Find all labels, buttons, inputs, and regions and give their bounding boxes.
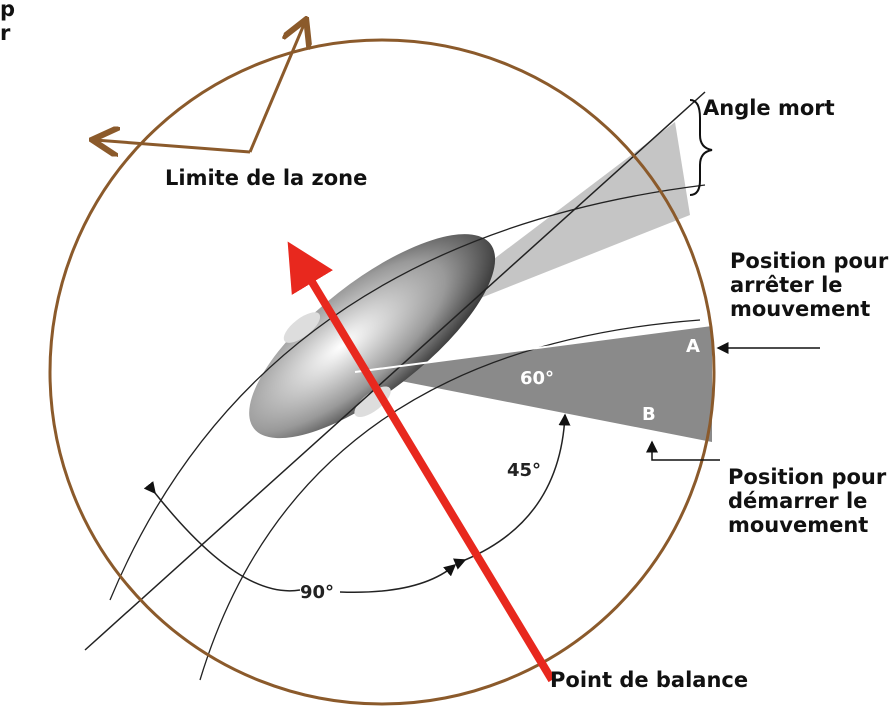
balance-arrow [287,241,556,683]
label: Position pour arrêter le mouvement [730,249,891,321]
angle-label: 60° [520,368,554,389]
label: Point de balance [550,668,748,692]
angle-label: 90° [300,582,334,603]
corner-text: p [0,0,15,21]
zone-arrow [248,22,305,153]
line: Position pour [730,249,889,273]
zone-circle [48,38,716,706]
line: Position pour [728,465,887,489]
line: mouvement [728,513,868,537]
angle-arc [452,413,571,570]
label: Angle mort [703,96,835,120]
angle-arc [339,564,457,594]
pointer [646,440,720,461]
mark-label: A [686,336,700,357]
mark-label: B [642,404,656,425]
swing-wedge [355,325,712,442]
angle-label: 45° [507,460,541,481]
zone-arrow [95,140,251,152]
arc [199,319,701,681]
label: Limite de la zone [165,166,367,190]
edge [354,324,713,373]
angle-arc [143,481,301,592]
axis-line [84,91,706,651]
line: démarrer le [728,489,867,513]
label: Position pour démarrer le mouvement [728,465,891,537]
brace [689,99,713,196]
line: mouvement [730,297,870,321]
corner-text: r [0,21,11,45]
line: arrêter le [730,273,843,297]
